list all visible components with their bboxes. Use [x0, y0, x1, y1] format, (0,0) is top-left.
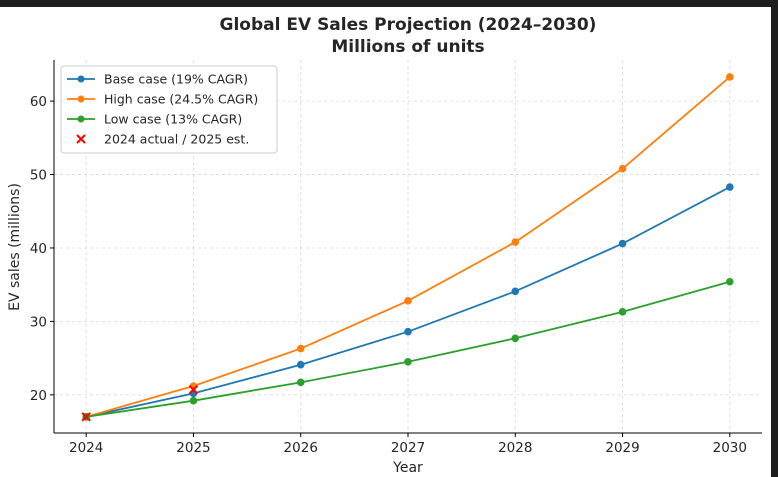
legend-label: High case (24.5% CAGR) [104, 92, 258, 107]
x-tick-label: 2029 [605, 440, 639, 456]
legend-x-marker [76, 134, 86, 144]
series-0-point [618, 239, 627, 248]
series-2-point [296, 378, 305, 387]
x-tick-label: 2025 [176, 440, 210, 456]
series-1-point [618, 164, 627, 173]
legend-label: 2024 actual / 2025 est. [104, 132, 249, 147]
chart-subtitle: Millions of units [331, 37, 484, 57]
y-tick-label: 20 [30, 388, 47, 404]
x-tick-label: 2026 [284, 440, 318, 456]
x-tick-label: 2030 [713, 440, 747, 456]
legend-marker [77, 75, 85, 83]
legend-marker [77, 115, 85, 123]
y-tick-label: 50 [30, 168, 47, 184]
legend-label: Low case (13% CAGR) [104, 112, 242, 127]
series-0-point [726, 183, 734, 191]
series-1-point [726, 73, 734, 81]
y-tick-label: 40 [30, 241, 47, 257]
x-axis-label: Year [392, 460, 423, 476]
x-tick-label: 2027 [391, 440, 425, 456]
y-tick-label: 30 [30, 314, 47, 330]
actual-marker [81, 412, 91, 422]
series-1-point [511, 238, 520, 246]
y-axis-label: EV sales (millions) [7, 183, 23, 311]
series-0-point [511, 287, 520, 296]
series-2-point [189, 396, 198, 405]
y-tick-label: 60 [30, 94, 47, 110]
actual-marker [188, 384, 199, 395]
series-1-point [404, 297, 412, 305]
chart-title: Global EV Sales Projection (2024–2030) [220, 15, 597, 35]
x-tick-label: 2028 [498, 440, 532, 456]
series-2-point [511, 334, 520, 343]
series-0-point [404, 327, 412, 336]
legend-label: Base case (19% CAGR) [104, 72, 248, 87]
legend-marker [77, 95, 85, 103]
series-1-point [296, 344, 305, 353]
legend-box [60, 65, 278, 154]
series-2-point [404, 357, 412, 366]
series-2-point [726, 277, 734, 286]
x-tick-label: 2024 [69, 440, 103, 456]
series-2-point [618, 308, 627, 316]
series-0-point [296, 360, 305, 369]
